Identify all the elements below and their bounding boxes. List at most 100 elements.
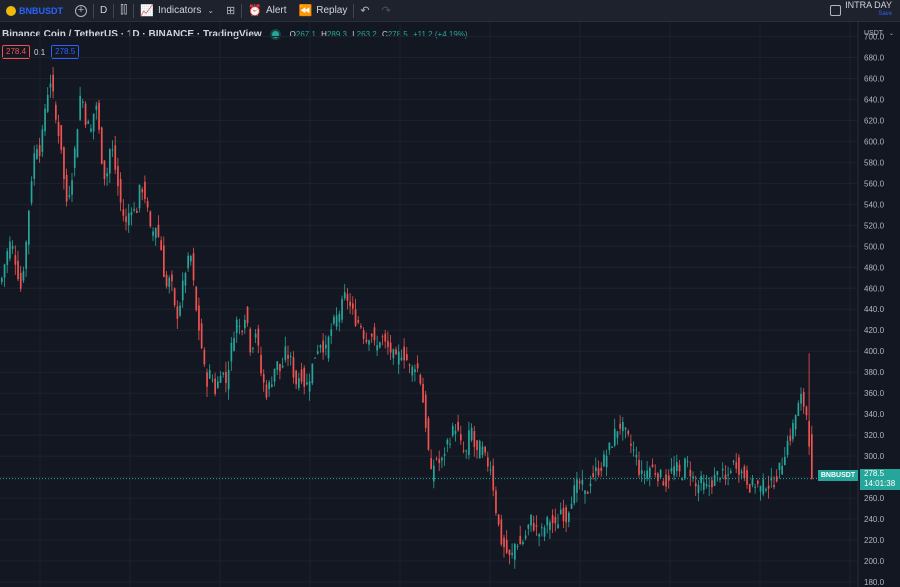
price-axis-bg[interactable] — [858, 22, 900, 587]
candle-body — [379, 342, 381, 348]
compare-button[interactable]: + — [69, 0, 93, 22]
candle-body — [559, 509, 562, 515]
fullscreen-button[interactable] — [824, 0, 847, 22]
candle-body — [406, 354, 408, 361]
candle-body — [63, 147, 65, 180]
candle-body — [470, 427, 473, 441]
candle-body — [298, 378, 300, 389]
candle-body — [732, 460, 735, 462]
candle-body — [370, 333, 373, 337]
candle-body — [314, 357, 316, 359]
candle-body — [300, 369, 303, 382]
grid-icon: ⊞ — [226, 5, 236, 17]
candle-body — [152, 231, 154, 236]
candle-body — [211, 379, 214, 381]
y-tick-label: 320.0 — [864, 431, 885, 440]
candle-body — [724, 474, 727, 480]
candle-body — [179, 305, 181, 316]
candle-body — [171, 274, 173, 282]
candle-body — [414, 369, 416, 373]
candle-body — [125, 216, 127, 223]
y-tick-label: 620.0 — [864, 116, 885, 125]
plus-circle-icon: + — [75, 4, 87, 17]
candle-body — [643, 474, 646, 476]
y-tick-label: 180.0 — [864, 578, 885, 587]
candle-body — [665, 474, 667, 487]
input-value-1[interactable]: 278.4 — [2, 45, 31, 59]
undo-button[interactable]: ↶ — [354, 0, 375, 22]
candle-body — [514, 543, 516, 560]
candle-body — [700, 475, 702, 484]
candle-body — [451, 425, 454, 436]
indicators-button[interactable]: 📈 Indicators ⌄ — [134, 0, 220, 22]
candle-body — [292, 357, 295, 378]
price-chart[interactable]: USDT ⌄ 180.0200.0220.0240.0260.0280.0300… — [0, 22, 900, 587]
candle-body — [427, 418, 430, 450]
input-value-3[interactable]: 278.5 — [51, 45, 80, 59]
candle-body — [195, 286, 198, 311]
candle-body — [173, 288, 176, 306]
candle-body — [249, 328, 252, 353]
candle-body — [738, 457, 740, 475]
y-tick-label: 600.0 — [864, 137, 885, 146]
candle-body — [246, 306, 249, 324]
candle-body — [133, 208, 135, 211]
layout-save-status: Save — [878, 11, 892, 17]
candle-body — [400, 357, 403, 360]
candle-body — [651, 464, 654, 467]
y-tick-label: 400.0 — [864, 347, 885, 356]
currency-chevron-icon[interactable]: ⌄ — [889, 31, 894, 37]
candle-body — [454, 430, 457, 435]
candle-body — [646, 470, 648, 479]
candle-body — [3, 264, 6, 278]
candle-body — [546, 517, 549, 526]
candle-body — [144, 181, 146, 200]
candle-body — [157, 224, 160, 237]
candle-body — [751, 478, 754, 486]
symbol-search[interactable]: BNBUSDT — [0, 0, 69, 22]
candle-body — [659, 469, 662, 478]
candle-body — [697, 485, 700, 494]
y-tick-label: 440.0 — [864, 305, 885, 314]
candle-body — [365, 339, 368, 343]
y-tick-label: 560.0 — [864, 179, 885, 188]
layout-name-button[interactable]: INTRA DAY Save — [845, 1, 892, 19]
candle-body — [181, 280, 184, 301]
candle-body — [408, 364, 411, 366]
y-tick-label: 220.0 — [864, 536, 885, 545]
candle-body — [530, 514, 532, 526]
candle-body — [495, 490, 497, 514]
candle-body — [28, 210, 30, 245]
candle-body — [487, 457, 489, 467]
candle-body — [79, 95, 81, 120]
square-icon — [830, 5, 841, 16]
candle-body — [214, 378, 216, 395]
candle-body — [95, 105, 98, 110]
currency-label[interactable]: USDT — [864, 30, 884, 37]
candle-body — [254, 333, 257, 338]
candle-body — [165, 274, 168, 287]
interval-button[interactable]: D — [94, 0, 113, 22]
candle-body — [225, 371, 227, 384]
alert-button[interactable]: ⏰ Alert — [242, 0, 292, 22]
replay-button[interactable]: ⏪ Replay — [293, 0, 354, 22]
layouts-button[interactable]: ⊞ — [220, 0, 241, 22]
candle-body — [616, 431, 619, 438]
chart-type-button[interactable]: ⫿⫿ — [114, 0, 133, 22]
candle-body — [289, 356, 292, 358]
redo-button[interactable]: ↷ — [376, 0, 397, 22]
candle-body — [284, 346, 287, 361]
candle-body — [792, 422, 794, 440]
candle-body — [90, 128, 92, 132]
candle-body — [343, 292, 346, 299]
candle-body — [384, 333, 387, 342]
candle-body — [357, 319, 360, 323]
interval-label: D — [100, 5, 108, 16]
y-tick-label: 300.0 — [864, 452, 885, 461]
series-title[interactable]: Binance Coin / TetherUS · 1D · BINANCE ·… — [2, 29, 262, 40]
candle-body — [352, 303, 354, 309]
candle-body — [422, 383, 424, 403]
candles-layer — [1, 66, 813, 569]
candle-body — [578, 481, 581, 484]
candle-body — [419, 374, 422, 384]
